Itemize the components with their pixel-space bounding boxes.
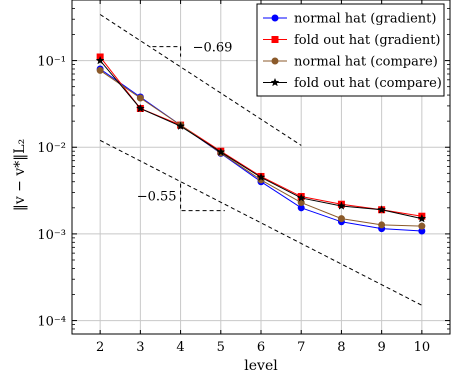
reference-line-labels: −0.69 −0.55 xyxy=(137,41,233,205)
data-point xyxy=(296,193,306,202)
y-axis-label: ‖v − v*‖L₂ xyxy=(12,139,28,211)
series-3 xyxy=(95,55,427,223)
y-tick-label: 10⁻² xyxy=(37,141,66,156)
data-point xyxy=(216,147,226,156)
slope-triangle xyxy=(152,46,182,57)
axis-ticks: 2 3 4 5 6 7 8 9 10 10⁻⁴ 10⁻³ 10⁻² 10⁻¹ xyxy=(37,0,450,355)
legend-label: normal hat (compare) xyxy=(294,55,438,70)
y-tick-label: 10⁻¹ xyxy=(37,55,66,70)
legend-marker xyxy=(271,14,279,22)
data-point xyxy=(136,94,144,102)
y-tick-label: 10⁻³ xyxy=(37,228,66,243)
slope-label: −0.69 xyxy=(193,41,233,56)
legend-marker xyxy=(271,57,279,65)
y-tick-label: 10⁻⁴ xyxy=(37,315,66,330)
x-tick-label: 2 xyxy=(96,340,104,355)
data-point xyxy=(377,205,387,214)
x-tick-label: 8 xyxy=(337,340,345,355)
legend-item: normal hat (gradient) xyxy=(263,12,436,27)
x-tick-label: 5 xyxy=(217,340,225,355)
data-point xyxy=(176,121,186,130)
slope-label: −0.55 xyxy=(137,190,177,205)
legend-label: fold out hat (gradient) xyxy=(294,33,441,48)
x-tick-label: 9 xyxy=(377,340,385,355)
data-point xyxy=(336,201,346,210)
x-tick-label: 3 xyxy=(136,340,144,355)
data-point xyxy=(256,172,266,182)
legend-label: fold out hat (compare) xyxy=(294,76,442,91)
legend-label: normal hat (gradient) xyxy=(294,12,436,27)
legend-marker xyxy=(271,36,279,43)
series-layer xyxy=(95,53,427,235)
x-tick-label: 10 xyxy=(414,340,431,355)
slope-triangle xyxy=(180,183,225,212)
x-axis-label: level xyxy=(244,358,278,374)
legend-box xyxy=(256,3,445,97)
x-tick-label: 4 xyxy=(176,340,184,355)
data-point xyxy=(378,221,386,229)
legend-item: fold out hat (compare) xyxy=(263,76,442,91)
data-point xyxy=(96,66,104,74)
reference-line xyxy=(99,14,302,146)
data-point xyxy=(418,222,426,230)
data-point xyxy=(135,103,145,113)
legend-marker xyxy=(270,77,280,87)
x-tick-label: 7 xyxy=(297,340,305,355)
legend: normal hat (gradient) fold out hat (gradi… xyxy=(256,3,445,97)
x-tick-label: 6 xyxy=(257,340,265,355)
data-point xyxy=(337,215,345,223)
reference-line xyxy=(99,139,423,306)
data-point xyxy=(95,55,105,65)
legend-item: normal hat (compare) xyxy=(263,55,438,70)
data-point xyxy=(417,213,427,223)
legend-item: fold out hat (gradient) xyxy=(263,33,441,48)
reference-lines xyxy=(99,14,423,306)
